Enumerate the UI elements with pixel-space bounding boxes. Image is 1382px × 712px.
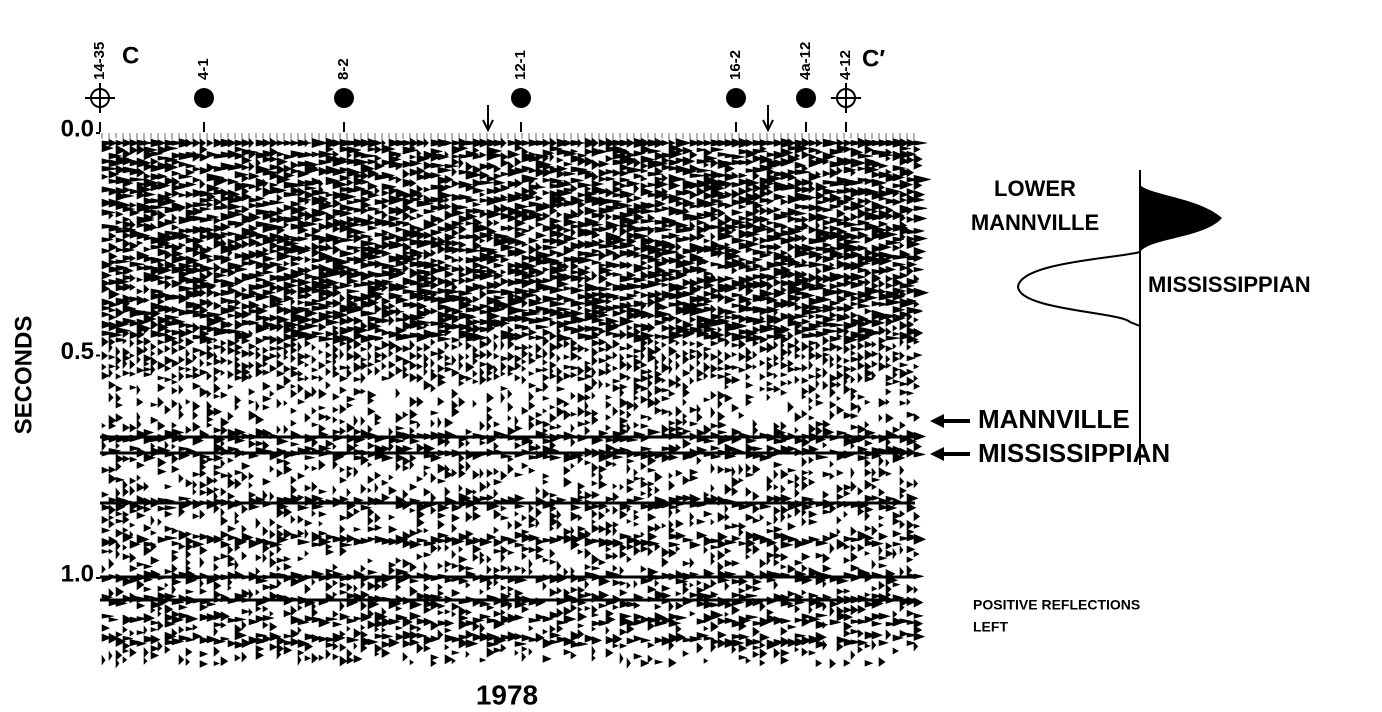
marker-arrow: [762, 105, 774, 133]
well-label: 4-12: [837, 50, 854, 80]
horizon-arrow: [930, 447, 970, 461]
horizon-label: MANNVILLE: [978, 404, 1130, 434]
well-symbol: [194, 88, 214, 108]
marker-arrow: [482, 105, 494, 133]
year: 1978: [476, 679, 538, 710]
note: LEFT: [973, 619, 1008, 635]
section-end-label: C′: [862, 45, 885, 72]
well-label: 12-1: [512, 50, 529, 80]
axis-label: SECONDS: [10, 316, 37, 435]
section-start-label: C: [122, 42, 139, 69]
wavelet-negative-lobe: [1016, 251, 1141, 327]
note: POSITIVE REFLECTIONS: [973, 597, 1140, 613]
y-tick-label: 0.0: [61, 115, 94, 142]
y-tick-label: 1.0: [61, 560, 94, 587]
well-symbol: [511, 88, 531, 108]
well-label: 14-35: [91, 42, 108, 80]
wavelet-upper-label: LOWER: [994, 176, 1076, 201]
well-symbol: [726, 88, 746, 108]
well-label: 8-2: [335, 58, 352, 80]
wavelet-lower-label: MISSISSIPPIAN: [1148, 272, 1311, 297]
horizon-arrow: [930, 414, 970, 428]
y-tick-label: 0.5: [61, 338, 94, 365]
well-label: 4-1: [195, 58, 212, 80]
wavelet-upper-label: MANNVILLE: [971, 210, 1099, 235]
well-label: 16-2: [727, 50, 744, 80]
horizon-label: MISSISSIPPIAN: [978, 438, 1170, 468]
well-symbol-cross: [831, 83, 861, 113]
seismic-traces: [101, 133, 931, 669]
well-symbol: [334, 88, 354, 108]
well-label: 4a-12: [797, 42, 814, 80]
well-symbol-cross: [85, 83, 115, 113]
well-symbol: [796, 88, 816, 108]
wavelet-positive-lobe: [1140, 185, 1222, 252]
